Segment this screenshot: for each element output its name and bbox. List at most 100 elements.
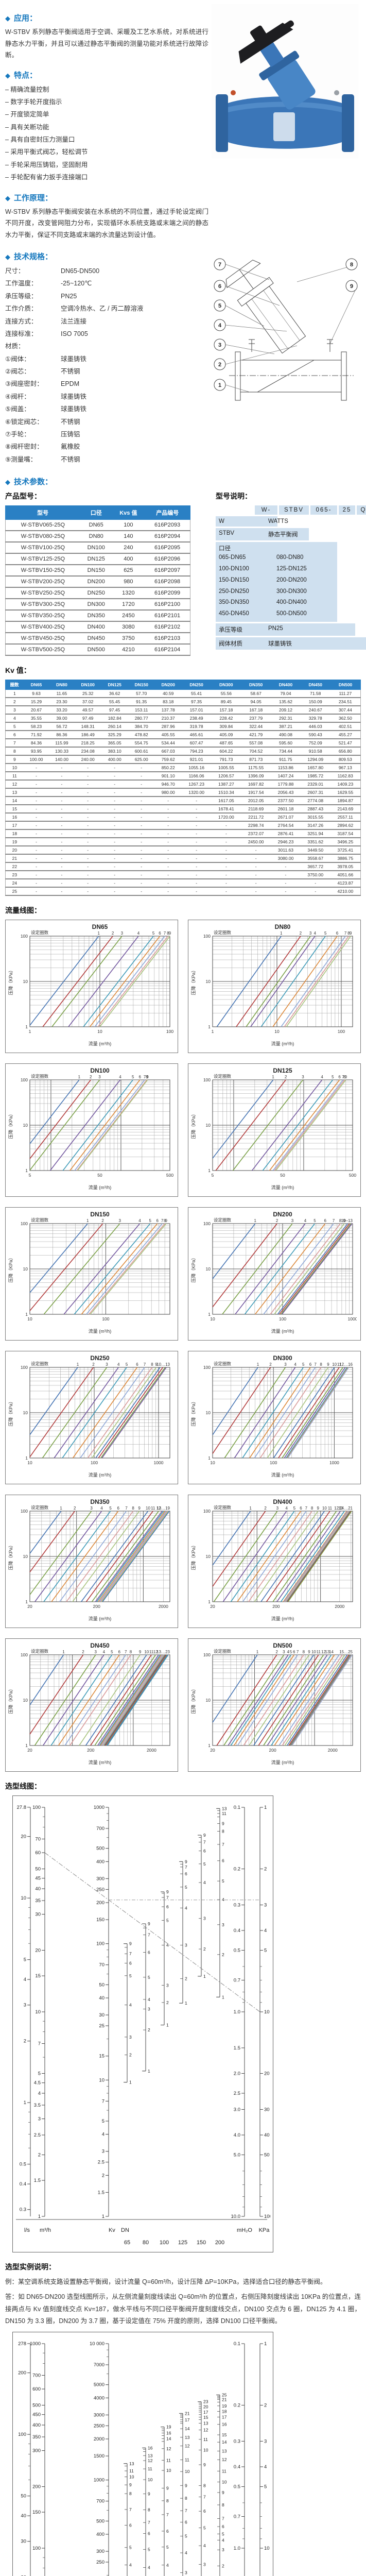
- svg-text:4: 4: [321, 1075, 323, 1079]
- spec-label: 工作介质：: [5, 305, 38, 313]
- svg-text:0.4: 0.4: [234, 2464, 240, 2470]
- curve-turn-7: [254, 1367, 316, 1459]
- svg-text:0.5: 0.5: [20, 2162, 26, 2167]
- cell: -: [23, 862, 49, 871]
- x-axis-label: 流量 (m³/h): [89, 1184, 112, 1190]
- svg-text:3: 3: [94, 1650, 97, 1654]
- spec-value: ISO 7005: [61, 330, 88, 337]
- column-header: DN350: [240, 680, 271, 690]
- cell: 9.63: [23, 689, 49, 698]
- column-header: 圈数: [5, 680, 24, 690]
- cell: -: [23, 772, 49, 781]
- svg-text:4: 4: [129, 2562, 132, 2567]
- spec-row-7: ①阀体： 球墨铸铁: [5, 353, 208, 365]
- svg-text:17: 17: [203, 2410, 208, 2415]
- svg-text:10: 10: [203, 2448, 208, 2453]
- svg-text:6: 6: [166, 1904, 169, 1909]
- svg-text:9: 9: [317, 1506, 319, 1511]
- cell: -: [211, 887, 241, 896]
- diamond-icon: ◆: [5, 71, 10, 79]
- svg-text:9: 9: [345, 1075, 347, 1079]
- svg-text:8: 8: [130, 1650, 132, 1654]
- svg-text:1: 1: [25, 1312, 28, 1317]
- svg-text:20: 20: [210, 1748, 215, 1753]
- flow-chart-box-DN400: 1 2 3 4 5 6 7 8 9 10 11 12 13 14…21 设定圈数 DN400 20 200 2000…: [188, 1495, 361, 1628]
- callout-8: [345, 258, 358, 270]
- svg-text:4000: 4000: [94, 2395, 104, 2401]
- cell: 287.96: [154, 722, 182, 731]
- cell: -: [241, 862, 271, 871]
- svg-text:2: 2: [185, 1976, 187, 1981]
- kv-row: 15- - - - - - -1678.41 2118.69 2601.18 2887.43 214…: [5, 805, 361, 814]
- cell: 15.29: [23, 698, 49, 706]
- svg-text:10: 10: [264, 2546, 270, 2551]
- column-header: DN200: [154, 680, 182, 690]
- svg-text:1: 1: [280, 931, 283, 936]
- svg-text:200: 200: [18, 2370, 26, 2376]
- curve-turn-6: [81, 1223, 158, 1315]
- product-photo: [211, 4, 358, 159]
- svg-text:3: 3: [264, 2438, 267, 2444]
- kv-row: 25- - - - - - - - - - -4210.00: [5, 887, 361, 896]
- curve-turn-1: [29, 1079, 80, 1144]
- cell: 752.09: [300, 739, 330, 748]
- flow-chart-box-DN450: 1 2 3 4 5 6 7 8 9 10 11 12 13…23 设定圈数 DN450 20 200 2000 1 1…: [5, 1638, 178, 1772]
- svg-text:10: 10: [99, 2077, 104, 2083]
- cell: DN65: [80, 519, 112, 531]
- svg-text:10–13: 10–13: [341, 1218, 353, 1223]
- svg-text:6: 6: [222, 1858, 224, 1863]
- code-key: W: [219, 518, 224, 524]
- svg-text:10 000: 10 000: [90, 2341, 104, 2347]
- cell: 2: [5, 698, 24, 706]
- code-segment-2: 065-: [310, 505, 337, 515]
- params-title-text: 技术参数：: [14, 478, 53, 486]
- spec-label: 连接标准：: [5, 330, 38, 337]
- svg-text:0.3: 0.3: [234, 1902, 240, 1908]
- cell: 490.08: [271, 731, 301, 739]
- curve-turn-3: [51, 936, 123, 1027]
- dn-bottom-label-200: 200: [215, 2240, 224, 2246]
- svg-text:16: 16: [166, 2430, 171, 2435]
- svg-text:9: 9: [148, 1921, 150, 1926]
- measure-port-left: [230, 90, 236, 95]
- svg-text:5: 5: [290, 1650, 292, 1654]
- svg-text:3: 3: [24, 2003, 26, 2008]
- svg-text:10: 10: [311, 1650, 316, 1654]
- flow-chart-box-DN150: 1 2 3 4 5 6 7 8 9 设定圈数 DN150 10 100 1 10 100 流量 (m³/h) 压降…: [5, 1207, 178, 1341]
- svg-text:8: 8: [129, 2491, 132, 2496]
- curve-turn-3: [222, 1223, 293, 1315]
- cell: 1917.54: [241, 788, 271, 797]
- spec-label: ②阀芯：: [5, 368, 30, 375]
- curve-turn-2: [212, 1367, 271, 1454]
- svg-text:18: 18: [222, 2409, 227, 2414]
- cell: -: [211, 854, 241, 863]
- cell: 39.00: [49, 714, 75, 723]
- spec-value: 球墨铸铁: [61, 405, 87, 413]
- svg-text:4: 4: [203, 1880, 206, 1885]
- curve-turn-8: [259, 1367, 322, 1459]
- curve-turn-13: [101, 1367, 167, 1459]
- svg-text:6: 6: [185, 1871, 187, 1876]
- legend-label: 设定圈数: [31, 1074, 49, 1079]
- svg-text:2: 2: [148, 2027, 150, 2032]
- cell: 383.10: [101, 747, 128, 756]
- product-models-subtitle: 产品型号：: [5, 492, 41, 500]
- cell: -: [74, 846, 101, 855]
- cell: 1387.27: [211, 780, 241, 789]
- svg-text:10: 10: [332, 1362, 337, 1367]
- svg-text:1000: 1000: [94, 1805, 104, 1810]
- svg-text:20: 20: [35, 1947, 41, 1953]
- svg-text:5: 5: [264, 1947, 267, 1953]
- cell: 1: [5, 689, 24, 698]
- svg-text:5: 5: [166, 1918, 169, 1923]
- cell: -: [181, 846, 212, 855]
- svg-text:3: 3: [106, 1362, 108, 1367]
- cell: 292.31: [271, 714, 301, 723]
- chart-title: DN65: [92, 923, 108, 930]
- svg-text:9: 9: [165, 1218, 168, 1223]
- body-highlight: [228, 101, 342, 112]
